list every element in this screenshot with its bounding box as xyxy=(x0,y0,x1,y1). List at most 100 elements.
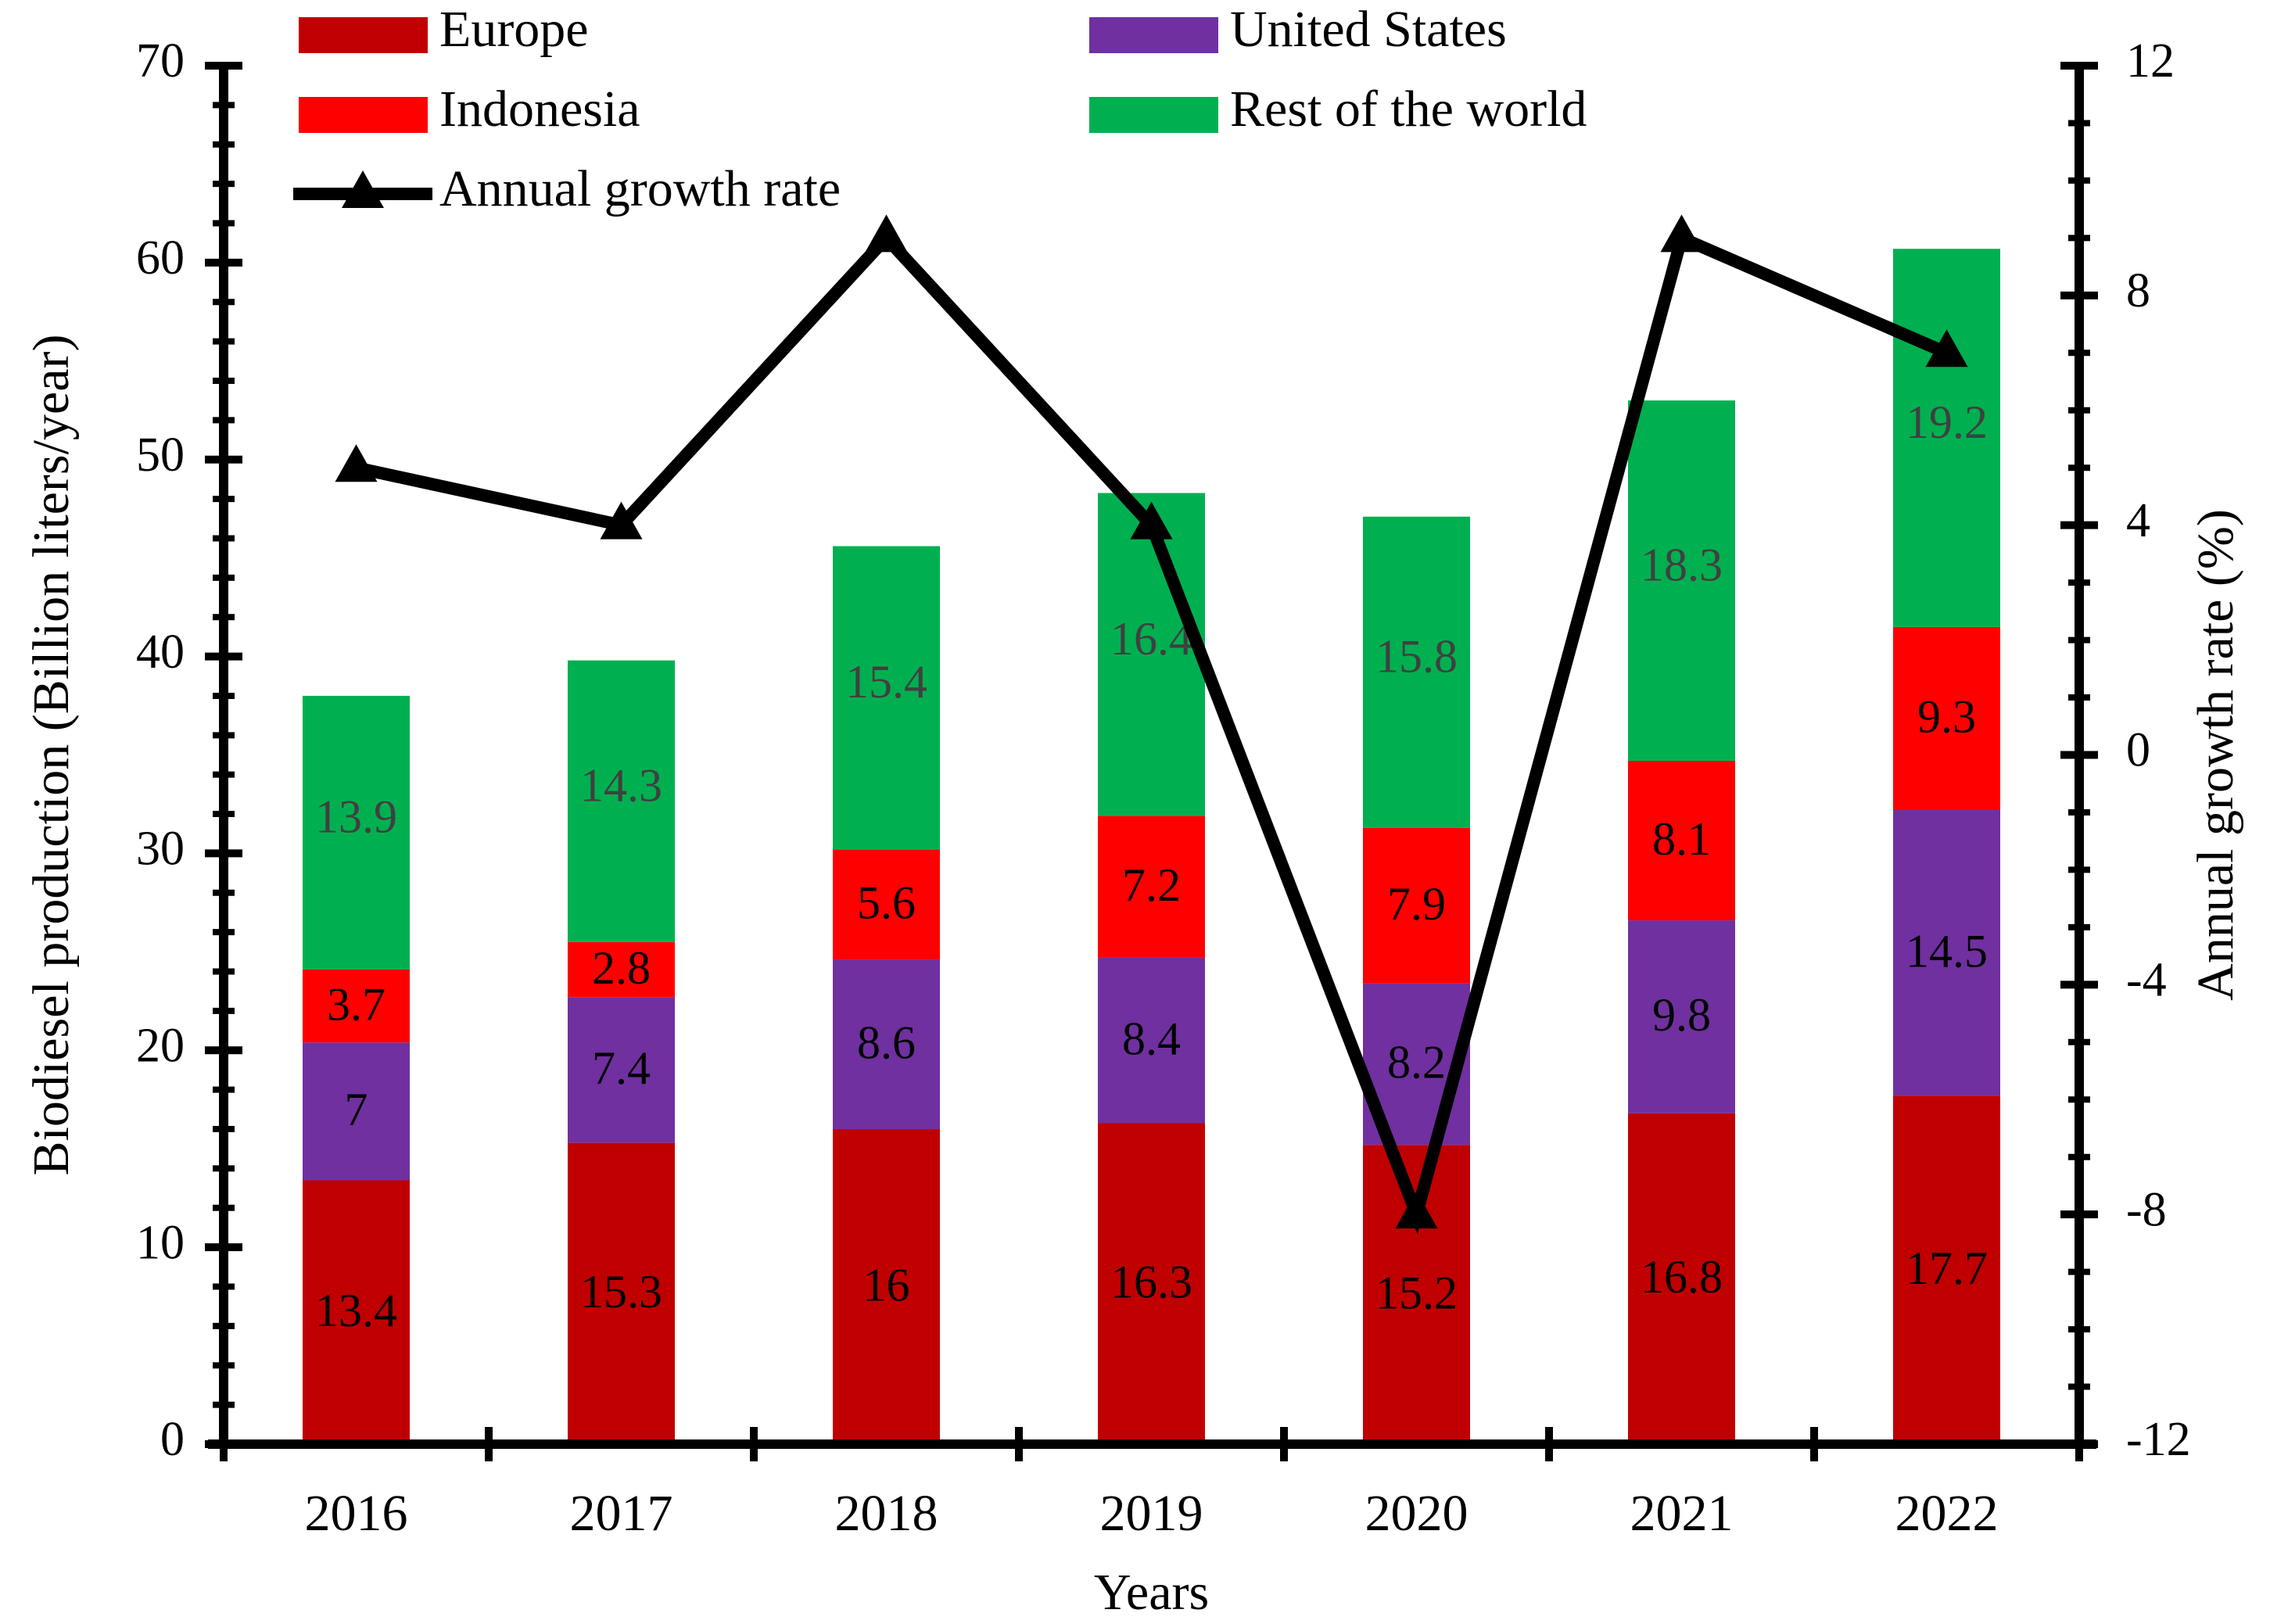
right-tick-label: -4 xyxy=(2126,954,2167,1007)
data-label: 15.2 xyxy=(1375,1267,1458,1318)
data-label: 7 xyxy=(345,1084,368,1135)
left-tick-label: 20 xyxy=(136,1020,185,1073)
bar-segment xyxy=(1628,761,1735,921)
data-label: 8.4 xyxy=(1122,1013,1181,1064)
bar-segment xyxy=(1098,957,1205,1124)
axis-titles: Biodiesel production (Billion liters/yea… xyxy=(23,335,2244,1621)
data-label: 16 xyxy=(863,1259,910,1310)
bar-segment xyxy=(303,695,410,970)
legend-label: Europe xyxy=(439,1,589,58)
bar-segment xyxy=(303,1180,410,1444)
legend-swatch xyxy=(299,17,428,53)
growth-rate-marker xyxy=(335,444,378,482)
legend-label: Indonesia xyxy=(439,81,640,138)
growth-rate-marker xyxy=(1660,214,1703,253)
right-tick-label: 8 xyxy=(2126,264,2150,317)
bar-segment xyxy=(1628,1113,1735,1444)
bar-segment xyxy=(833,546,940,850)
right-tick-label: 4 xyxy=(2126,494,2150,547)
left-axis-title: Biodiesel production (Billion liters/yea… xyxy=(23,335,80,1176)
left-tick-label: 60 xyxy=(136,231,185,285)
left-tick-label: 70 xyxy=(136,34,185,88)
left-tick-label: 50 xyxy=(136,428,185,482)
legend-swatch xyxy=(299,97,428,133)
right-tick-label: 12 xyxy=(2126,34,2175,88)
data-label: 16.4 xyxy=(1110,613,1192,665)
x-tick-label: 2017 xyxy=(570,1485,673,1542)
legend-swatch xyxy=(1089,97,1218,133)
data-label: 9.3 xyxy=(1917,691,1976,743)
right-tick-label: 0 xyxy=(2126,724,2150,777)
data-label: 8.6 xyxy=(857,1016,916,1068)
data-label: 15.4 xyxy=(845,656,927,708)
data-label: 7.4 xyxy=(592,1042,651,1094)
bar-segment xyxy=(1628,920,1735,1113)
data-label: 13.9 xyxy=(315,791,397,843)
data-label: 2.8 xyxy=(592,942,651,994)
growth-rate-marker xyxy=(1925,329,1968,367)
bar-segment xyxy=(568,1142,675,1444)
x-tick-label: 2016 xyxy=(305,1485,408,1542)
data-label: 14.3 xyxy=(580,759,662,811)
x-tick-label: 2021 xyxy=(1630,1485,1734,1542)
bar-segment xyxy=(1363,516,1470,828)
data-label: 8.2 xyxy=(1387,1037,1446,1088)
bar-segment xyxy=(1098,816,1205,958)
legend-label: Rest of the world xyxy=(1230,81,1587,138)
bar-segment xyxy=(833,1129,940,1444)
legend-label: United States xyxy=(1230,1,1507,58)
x-tick-label: 2020 xyxy=(1365,1485,1469,1542)
bar-segment xyxy=(1893,810,2000,1096)
bar-segment xyxy=(1893,249,2000,627)
data-label: 9.8 xyxy=(1652,989,1711,1041)
bar-segment xyxy=(1098,1123,1205,1444)
x-tick-label: 2018 xyxy=(835,1485,938,1542)
axes: 0 10 20 30 40 50 60 70 -12 -8 -4 0 4 8 12 2016 2017 2018 2… xyxy=(136,34,2191,1542)
left-tick-label: 10 xyxy=(136,1216,185,1269)
bar-segment xyxy=(568,660,675,942)
bar-segment xyxy=(1893,626,2000,811)
bar-segment xyxy=(303,1042,410,1181)
data-label: 13.4 xyxy=(315,1285,397,1336)
growth-rate-marker xyxy=(865,214,908,253)
bar-segments xyxy=(303,249,2000,1444)
legend-swatch xyxy=(1089,17,1218,53)
data-label: 15.8 xyxy=(1375,630,1458,682)
bar-segment xyxy=(1893,1095,2000,1444)
bar-segment xyxy=(1628,400,1735,762)
bar-segment xyxy=(833,959,940,1130)
bar-segment xyxy=(303,970,410,1043)
left-tick-label: 40 xyxy=(136,626,185,679)
data-label: 16.3 xyxy=(1110,1257,1192,1308)
data-label: 5.6 xyxy=(857,877,916,929)
bar-segment xyxy=(1098,493,1205,816)
left-tick-label: 30 xyxy=(136,823,185,876)
growth-rate-line xyxy=(335,214,1968,1235)
bar-segment xyxy=(568,997,675,1143)
growth-rate-marker xyxy=(1395,1191,1438,1229)
bar-segment xyxy=(1363,827,1470,984)
data-label: 19.2 xyxy=(1906,396,1988,448)
x-tick-label: 2022 xyxy=(1895,1485,1999,1542)
data-label: 15.3 xyxy=(580,1266,662,1317)
growth-rate-marker xyxy=(600,501,643,540)
legend-label: Annual growth rate xyxy=(439,160,841,217)
data-label: 16.8 xyxy=(1641,1251,1723,1303)
legend: Europe United States Indonesia Rest of the … xyxy=(293,1,1587,217)
data-label: 18.3 xyxy=(1641,539,1723,590)
data-label: 7.9 xyxy=(1387,878,1446,930)
data-label: 7.2 xyxy=(1122,859,1181,911)
data-label: 8.1 xyxy=(1652,813,1711,865)
left-tick-label: 0 xyxy=(160,1413,185,1466)
bar-value-labels: 13.4 7 3.7 13.9 15.3 7.4 2.8 14.3 16 8.6 5.6 15.4 16… xyxy=(315,396,1988,1336)
right-axis-title: Annual growth rate (%) xyxy=(2187,509,2244,1001)
x-tick-label: 2019 xyxy=(1100,1485,1203,1542)
data-label: 14.5 xyxy=(1906,925,1988,977)
right-tick-label: -8 xyxy=(2126,1183,2167,1236)
data-label: 3.7 xyxy=(327,978,386,1030)
x-axis-title: Years xyxy=(1094,1564,1209,1621)
bar-segment xyxy=(568,941,675,998)
bar-segment xyxy=(833,849,940,960)
growth-rate-marker xyxy=(1130,501,1173,540)
